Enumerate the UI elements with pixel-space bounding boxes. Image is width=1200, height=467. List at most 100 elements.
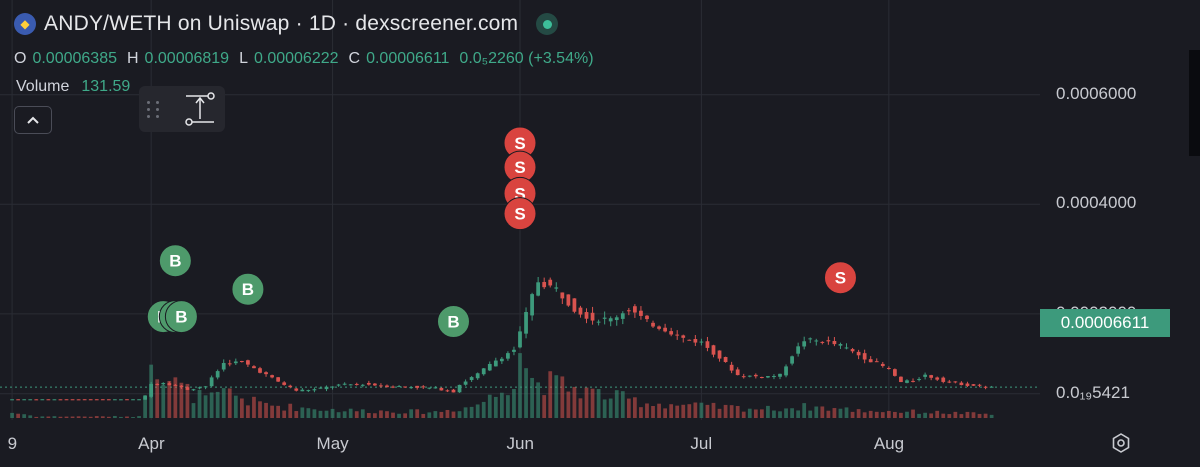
candle-body	[342, 383, 347, 385]
candle-body	[935, 377, 940, 380]
vertical-scrollbar[interactable]	[1189, 50, 1200, 156]
volume-bar	[602, 399, 607, 418]
volume-bar	[506, 395, 510, 418]
volume-bar	[22, 414, 27, 418]
marker-label: S	[514, 205, 525, 224]
volume-bar	[360, 409, 365, 418]
volume-bar	[753, 409, 758, 418]
candle-body	[953, 381, 958, 383]
volume-bar	[796, 410, 801, 418]
candle-body	[463, 381, 468, 385]
candle-body	[633, 306, 637, 313]
volume-bar	[330, 408, 335, 418]
candle-body	[306, 390, 311, 392]
volume-bar	[318, 410, 323, 418]
volume-bar	[16, 413, 21, 418]
volume-bar	[403, 413, 407, 418]
candle-body	[52, 399, 57, 401]
candle-body	[772, 376, 776, 378]
high-value: 0.00006819	[144, 50, 230, 67]
volume-bar	[415, 409, 420, 418]
candle-body	[741, 376, 746, 378]
candle-body	[717, 350, 722, 359]
volume-bar	[856, 409, 861, 418]
volume-bar	[294, 411, 299, 418]
volume-bar	[620, 391, 625, 418]
volume-bar	[52, 416, 57, 418]
candle-body	[802, 341, 807, 347]
volume-bar	[137, 416, 141, 418]
volume-bar	[512, 389, 516, 418]
volume-bar	[705, 404, 710, 418]
volume-bar	[215, 391, 220, 418]
volume-bar	[475, 404, 480, 418]
candle-body	[100, 399, 105, 401]
volume-bar	[34, 416, 39, 418]
volume-bar	[499, 392, 504, 418]
volume-bar	[717, 408, 722, 418]
candle-body	[536, 282, 541, 296]
candle-body	[941, 377, 946, 382]
candle-body	[155, 383, 160, 385]
candle-body	[433, 387, 438, 389]
candle-body	[385, 385, 389, 388]
volume-bar	[397, 413, 401, 418]
candle-body	[850, 349, 855, 352]
candle-body	[76, 399, 81, 401]
drag-handle-icon[interactable]	[147, 99, 165, 119]
candle-body	[391, 386, 395, 388]
candle-body	[699, 341, 704, 343]
volume-bar	[566, 391, 571, 418]
volume-bar	[391, 412, 395, 418]
candle-body	[572, 298, 577, 312]
volume-bar	[173, 377, 178, 418]
candle-body	[530, 294, 534, 316]
volume-bar	[687, 404, 692, 418]
candle-body	[239, 361, 244, 363]
candle-body	[868, 359, 873, 363]
settings-gear-icon[interactable]	[1110, 432, 1132, 454]
candle-body	[481, 368, 486, 375]
candle-body	[796, 346, 801, 354]
volume-bar	[808, 410, 813, 418]
volume-bar	[246, 405, 250, 418]
volume-bar	[258, 401, 262, 418]
time-axis-label: Apr	[138, 434, 165, 453]
volume-bar	[312, 409, 317, 418]
ohlc-legend: O 0.00006385 H 0.00006819 L 0.00006222 C 0.0…	[14, 50, 598, 68]
volume-bar	[820, 406, 825, 418]
candle-body	[971, 384, 976, 386]
volume-bar	[917, 413, 921, 418]
candle-body	[584, 312, 589, 319]
sell-marker: S	[823, 261, 857, 295]
candle-body	[379, 385, 383, 387]
volume-bar	[639, 407, 643, 418]
volume-bar	[778, 411, 782, 418]
volume-bar	[409, 409, 414, 418]
candle-body	[354, 383, 359, 385]
volume-bar	[965, 411, 970, 418]
candle-body	[645, 315, 649, 320]
measure-tool-icon[interactable]	[183, 90, 217, 128]
live-status-icon	[536, 13, 559, 35]
volume-bar	[524, 368, 528, 418]
floating-toolbar[interactable]	[139, 86, 225, 132]
volume-bar	[911, 409, 915, 418]
candle-body	[723, 357, 728, 363]
volume-bar	[88, 416, 93, 418]
volume-bar	[161, 384, 166, 418]
volume-bar	[354, 411, 359, 418]
candle-body	[675, 334, 680, 336]
volume-bar	[282, 410, 287, 418]
low-value: 0.00006222	[253, 50, 339, 67]
marker-label: S	[514, 158, 525, 177]
volume-bar	[427, 412, 432, 418]
volume-bar	[741, 411, 746, 418]
collapse-legend-button[interactable]	[14, 106, 52, 134]
candle-body	[409, 387, 414, 389]
volume-bar	[542, 395, 547, 418]
buy-marker: B	[164, 300, 198, 334]
volume-bar	[179, 382, 184, 418]
